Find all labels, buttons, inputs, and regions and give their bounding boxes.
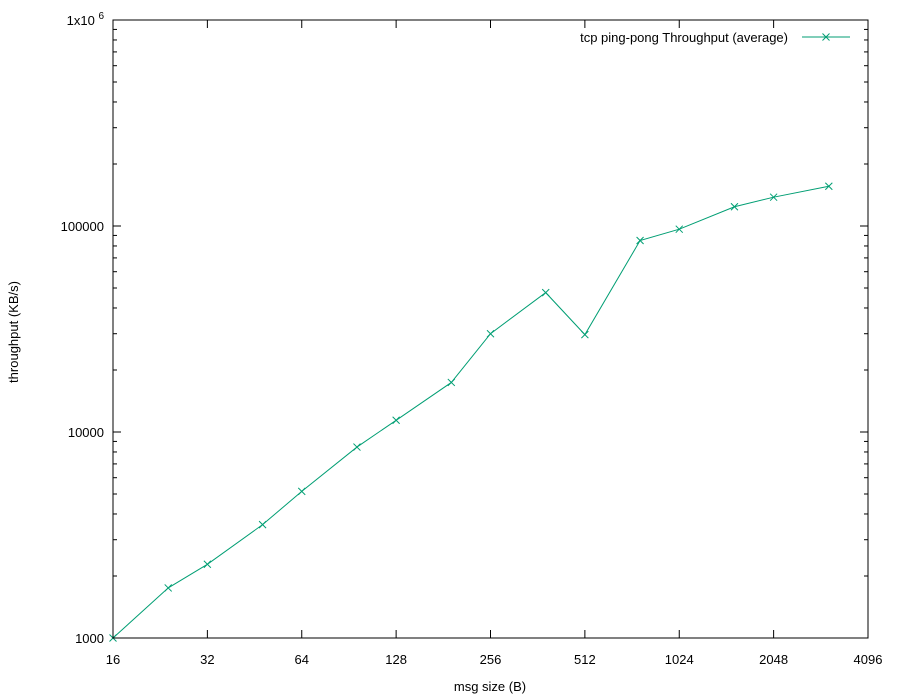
marker-stroke <box>730 202 739 211</box>
series-group <box>109 182 833 642</box>
data-point-marker <box>392 416 400 425</box>
y-minor-ticks <box>113 28 868 577</box>
series-line <box>112 185 829 639</box>
data-point-marker <box>581 330 589 339</box>
plot-frame <box>112 19 869 639</box>
marker-stroke <box>675 225 684 234</box>
legend-sample <box>802 33 850 41</box>
marker-stroke <box>447 378 456 387</box>
data-point-marker <box>486 329 495 338</box>
data-point-marker <box>730 202 739 211</box>
data-point-marker <box>447 378 456 387</box>
legend-label: tcp ping-pong Throughput (average) <box>580 30 788 45</box>
y-tick-labels: 1000 10000 100000 1x10 6 <box>61 11 105 646</box>
y-tick-label: 1000 <box>75 631 104 646</box>
y-tick-label: 100000 <box>61 219 104 234</box>
legend-marker <box>822 33 830 41</box>
x-tick-label: 16 <box>106 652 120 667</box>
x-tick-labels: 16 32 64 128 256 512 1024 2048 4096 <box>106 652 883 667</box>
x-tick-label: 512 <box>574 652 596 667</box>
data-point-marker <box>164 584 173 592</box>
y-tick-label: 10000 <box>68 425 104 440</box>
marker-stroke <box>486 329 495 338</box>
axis-ticks <box>112 19 869 639</box>
data-point-marker <box>353 443 361 451</box>
x-axis-label: msg size (B) <box>454 679 526 694</box>
x-tick-label: 1024 <box>665 652 694 667</box>
x-tick-label: 64 <box>295 652 309 667</box>
data-point-marker <box>297 487 306 496</box>
data-point-marker <box>675 225 684 234</box>
marker-stroke <box>203 560 212 569</box>
data-point-marker <box>541 288 550 297</box>
marker-stroke <box>824 182 833 191</box>
y-tick-label: 1x10 6 <box>67 11 105 28</box>
legend: tcp ping-pong Throughput (average) <box>580 30 850 45</box>
marker-stroke <box>258 520 267 529</box>
x-tick-label: 256 <box>480 652 502 667</box>
data-point-marker <box>769 193 778 202</box>
marker-stroke <box>581 330 589 339</box>
marker-stroke <box>353 443 361 451</box>
x-tick-label: 32 <box>200 652 214 667</box>
marker-stroke <box>769 193 778 202</box>
data-point-marker <box>824 182 833 191</box>
data-point-marker <box>203 560 212 569</box>
x-tick-label: 4096 <box>854 652 883 667</box>
marker-stroke <box>392 416 400 425</box>
marker-stroke <box>541 288 550 297</box>
marker-stroke <box>636 236 644 245</box>
marker-stroke <box>297 487 306 496</box>
data-point-marker <box>636 236 644 245</box>
marker-stroke <box>164 584 173 592</box>
data-point-marker <box>258 520 267 529</box>
y-axis-label: throughput (KB/s) <box>6 281 21 383</box>
x-tick-label: 128 <box>385 652 407 667</box>
x-tick-label: 2048 <box>759 652 788 667</box>
